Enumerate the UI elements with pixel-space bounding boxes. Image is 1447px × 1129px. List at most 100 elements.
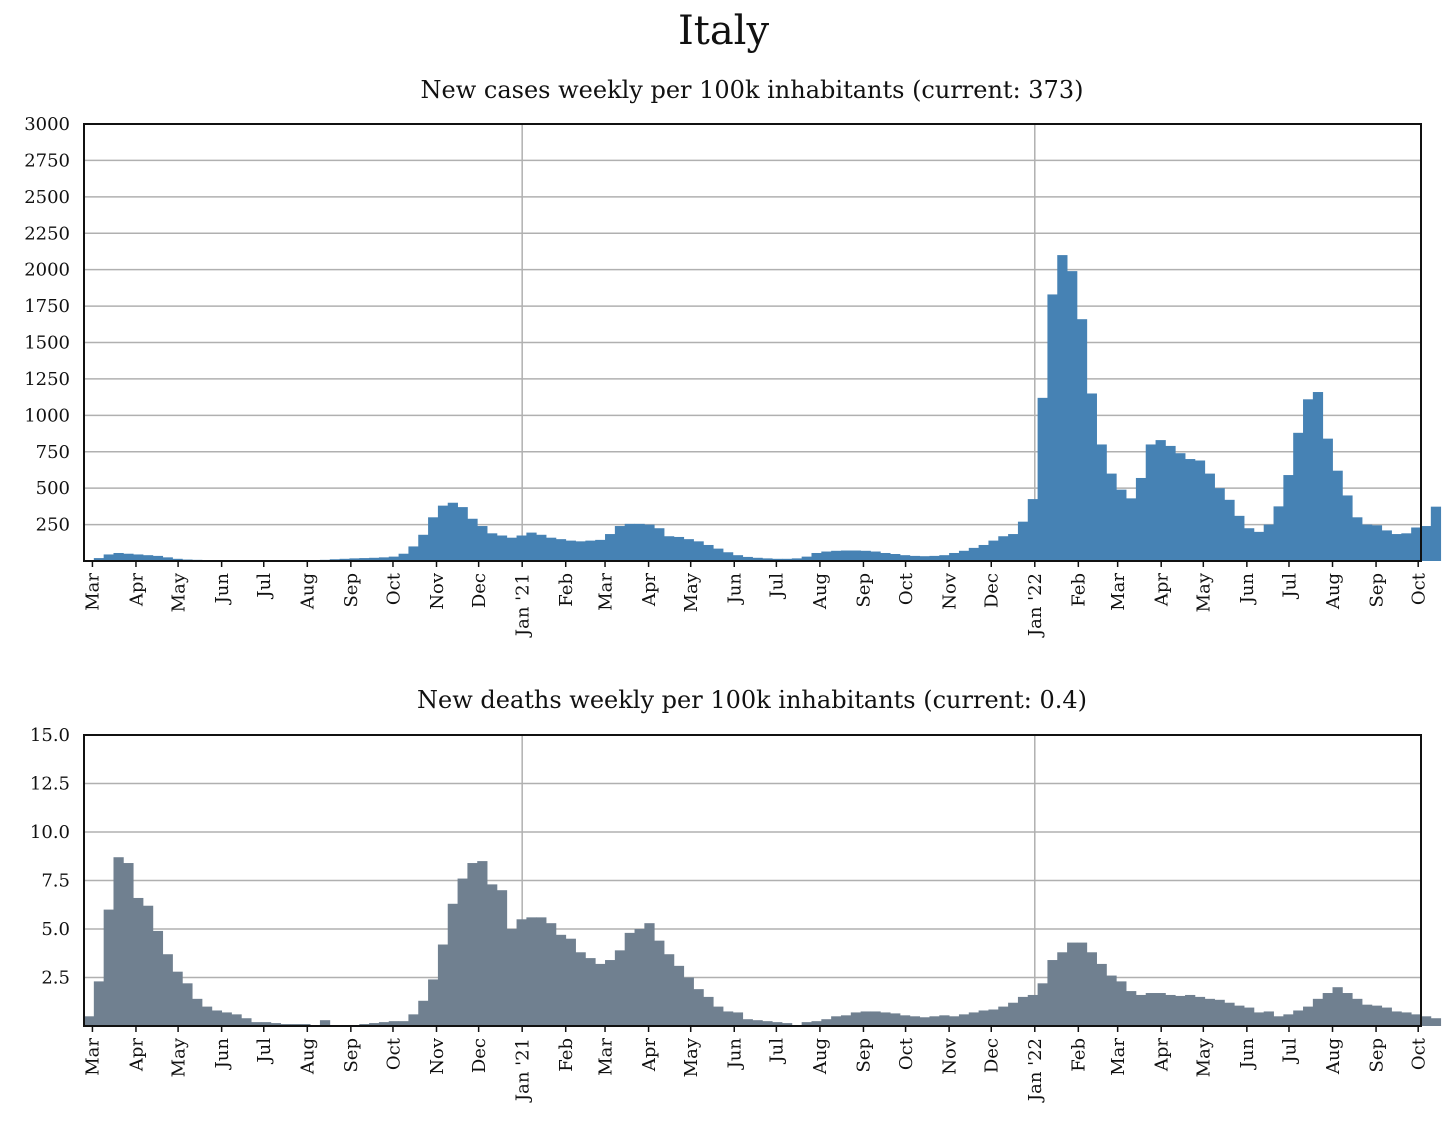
x-tick-label: Aug xyxy=(810,573,831,610)
bar xyxy=(1421,1016,1432,1026)
bar xyxy=(1371,1005,1383,1026)
bar xyxy=(1253,531,1265,561)
bar xyxy=(624,523,635,561)
bar xyxy=(1106,975,1117,1026)
bar xyxy=(821,1019,832,1026)
bar xyxy=(142,555,154,561)
x-tick-label: Oct xyxy=(1408,572,1429,605)
bar xyxy=(152,930,164,1026)
bar xyxy=(742,1019,753,1026)
bar xyxy=(1303,399,1314,561)
bar xyxy=(1057,255,1068,561)
bar xyxy=(1037,397,1048,561)
bar xyxy=(172,558,183,561)
bar xyxy=(1027,499,1038,561)
bar xyxy=(1253,1012,1265,1026)
bar xyxy=(880,552,891,561)
bar xyxy=(732,555,744,561)
bar xyxy=(939,1015,950,1026)
bar xyxy=(447,502,458,561)
bar xyxy=(93,981,105,1026)
bar xyxy=(1096,963,1107,1026)
bar xyxy=(1244,1007,1255,1026)
bar xyxy=(1234,515,1245,561)
bar xyxy=(1126,991,1137,1026)
x-tick-label: Jan '22 xyxy=(1025,573,1046,638)
bar xyxy=(1303,1006,1314,1026)
x-tick-label: Jul xyxy=(1279,573,1300,600)
y-tick-label: 1250 xyxy=(24,369,70,390)
bar xyxy=(1312,998,1324,1026)
bar xyxy=(477,861,488,1026)
bar xyxy=(860,1011,871,1026)
bar xyxy=(457,507,468,561)
bar xyxy=(1126,498,1137,561)
x-tick-label: Jun xyxy=(725,1038,746,1071)
bar xyxy=(1293,432,1304,561)
bar xyxy=(1017,521,1029,561)
bar xyxy=(1096,444,1107,561)
bar xyxy=(113,552,124,561)
bar xyxy=(1165,994,1176,1026)
bar xyxy=(1057,952,1068,1026)
y-tick-label: 12.5 xyxy=(30,774,70,795)
x-tick-label: Jan '22 xyxy=(1025,1038,1046,1103)
x-tick-label: Jun xyxy=(1237,1038,1258,1071)
bar xyxy=(1362,1004,1373,1026)
bar xyxy=(1362,524,1373,561)
bar xyxy=(890,554,901,561)
bar xyxy=(1116,489,1127,561)
bar xyxy=(201,1006,213,1026)
bar xyxy=(260,1022,272,1026)
bar xyxy=(496,890,508,1026)
bar xyxy=(1371,525,1383,561)
bar xyxy=(762,558,773,561)
bar xyxy=(909,555,921,561)
bar xyxy=(811,552,822,561)
bar xyxy=(516,919,527,1026)
bar xyxy=(369,1023,380,1026)
x-tick-label: Nov xyxy=(427,1037,448,1075)
bar xyxy=(1145,444,1156,561)
bar xyxy=(526,532,537,561)
bar xyxy=(408,546,419,561)
bar xyxy=(221,1012,232,1026)
bar xyxy=(693,541,704,561)
bar xyxy=(1116,981,1127,1026)
bar xyxy=(988,540,999,561)
figure-title: Italy xyxy=(677,8,770,54)
bar xyxy=(84,1016,95,1026)
x-tick-label: Jun xyxy=(725,573,746,606)
bar xyxy=(673,536,685,561)
y-tick-label: 500 xyxy=(36,478,70,499)
bar xyxy=(772,1022,783,1026)
x-tick-label: Sep xyxy=(854,573,875,608)
bar xyxy=(172,971,183,1026)
y-tick-label: 10.0 xyxy=(30,822,70,843)
x-tick-label: May xyxy=(168,1037,189,1077)
bar xyxy=(1421,526,1432,561)
bar xyxy=(831,1016,842,1026)
bar xyxy=(1263,1011,1274,1026)
bar xyxy=(949,1016,960,1026)
bar xyxy=(909,1016,921,1026)
x-tick-label: Sep xyxy=(854,1038,875,1073)
bar xyxy=(103,909,114,1026)
bar xyxy=(791,558,803,561)
bar xyxy=(978,544,989,561)
bar xyxy=(1086,952,1097,1026)
bar xyxy=(958,550,970,561)
deaths-chart: New deaths weekly per 100k inhabitants (… xyxy=(30,686,1442,1103)
x-tick-label: Sep xyxy=(1366,573,1387,608)
y-tick-label: 2500 xyxy=(24,187,70,208)
bar xyxy=(477,526,488,561)
bar xyxy=(1076,942,1088,1026)
bar xyxy=(133,554,144,561)
x-tick-label: Feb xyxy=(556,573,577,607)
plot-frame xyxy=(83,734,1422,1027)
x-tick-label: May xyxy=(681,1037,702,1077)
bar xyxy=(555,539,567,561)
bar xyxy=(1194,996,1206,1026)
x-tick-label: Oct xyxy=(383,572,404,605)
